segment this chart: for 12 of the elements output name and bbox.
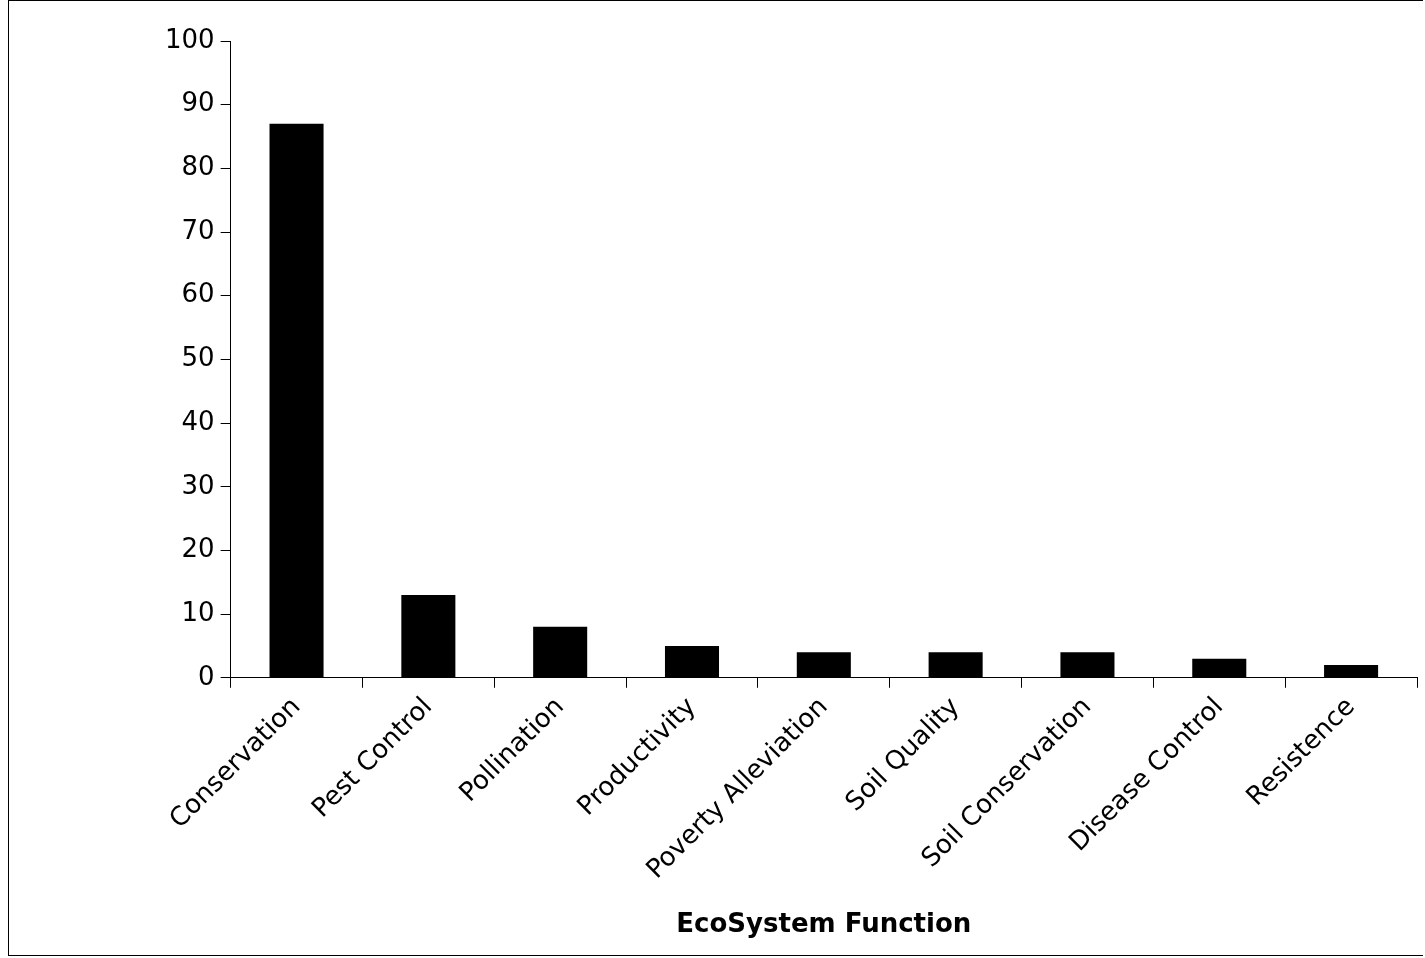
y-tick-label: 50 <box>181 342 215 373</box>
y-tick-label: 40 <box>181 405 215 436</box>
y-tick-label: 0 <box>198 660 215 691</box>
y-tick-label: 20 <box>181 533 215 564</box>
y-tick-label: 30 <box>181 469 215 500</box>
y-tick-label: 90 <box>181 87 215 118</box>
y-tick-label: 10 <box>181 596 215 627</box>
x-axis-title: EcoSystem Function <box>676 908 972 939</box>
y-tick-label: 80 <box>181 151 215 182</box>
y-tick-label: 100 <box>164 23 215 54</box>
y-tick-label: 60 <box>181 278 215 309</box>
y-tick-label: 70 <box>181 214 215 245</box>
